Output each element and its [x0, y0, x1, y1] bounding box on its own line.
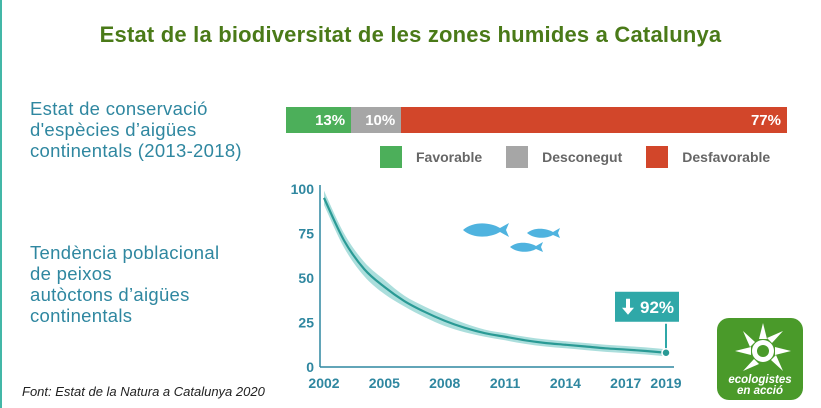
y-tick-label: 25 — [298, 315, 314, 331]
segment-favorable: 13% — [286, 107, 352, 133]
ecologistes-logo: ecologistes en acció — [717, 318, 803, 400]
segment-desfavorable-label: 77% — [750, 111, 781, 129]
down-arrow-icon — [622, 298, 634, 315]
conservation-label-line: continentals (2013-2018) — [30, 140, 242, 161]
source-note: Font: Estat de la Natura a Catalunya 202… — [22, 384, 265, 399]
trend-label-line: de peixos — [30, 263, 112, 284]
segment-desconegut-label: 10% — [365, 111, 396, 129]
segment-desfavorable: 77% — [401, 107, 787, 133]
segment-desconegut: 10% — [351, 107, 402, 133]
frame-accent-line — [0, 0, 2, 408]
trend-label-line: continentals — [30, 305, 133, 326]
annotation-endpoint — [661, 348, 671, 358]
annotation-text: 92% — [640, 298, 674, 317]
decline-annotation: 92% — [613, 289, 681, 358]
conservation-stacked-bar: 13% 10% 77% — [286, 107, 787, 133]
conservation-label: Estat de conservació d'espècies d’aigües… — [30, 98, 242, 161]
sun-logo-icon — [735, 323, 791, 371]
legend-label: Favorable — [416, 149, 483, 165]
x-tick-label: 2008 — [429, 375, 460, 391]
legend-item-desconegut: Desconegut — [506, 146, 622, 168]
annotation-box — [613, 289, 681, 324]
x-tick-label: 2005 — [369, 375, 400, 391]
y-tick-label: 100 — [291, 181, 315, 197]
trend-line — [323, 197, 667, 354]
legend-label: Desfavorable — [682, 149, 771, 165]
confidence-band — [324, 190, 666, 357]
legend-item-favorable: Favorable — [380, 146, 482, 168]
trend-label-line: Tendència poblacional — [30, 242, 220, 263]
x-tick-label: 2014 — [550, 375, 581, 391]
logo-text-line1: ecologistes — [728, 374, 792, 386]
fish-icon — [510, 242, 543, 252]
trend-label-line: autòctons d’aigües — [30, 284, 190, 305]
x-axis: 2002 2005 2008 2011 2014 2017 2019 — [308, 366, 682, 391]
legend-label: Desconegut — [542, 149, 623, 165]
fish-icon — [463, 223, 509, 237]
x-tick-label: 2002 — [308, 375, 339, 391]
fish-icon-group — [463, 223, 560, 252]
x-tick-label: 2019 — [650, 375, 681, 391]
y-tick-label: 50 — [298, 270, 314, 286]
trend-label: Tendència poblacional de peixos autòcton… — [30, 242, 219, 326]
y-tick-label: 75 — [298, 226, 314, 242]
x-tick-label: 2017 — [610, 375, 641, 391]
legend-swatch — [380, 146, 402, 168]
legend: Favorable Desconegut Desfavorable — [380, 146, 794, 168]
legend-swatch — [506, 146, 529, 168]
page-title: Estat de la biodiversitat de les zones h… — [99, 22, 722, 47]
logo-text-line2: en acció — [736, 385, 784, 397]
legend-item-desfavorable: Desfavorable — [646, 146, 770, 168]
y-axis: 0 25 50 75 100 — [291, 181, 321, 375]
x-tick-label: 2011 — [490, 375, 521, 391]
legend-swatch — [646, 146, 669, 168]
conservation-label-line: d'espècies d’aigües — [30, 119, 197, 140]
segment-favorable-label: 13% — [315, 111, 346, 129]
conservation-label-line: Estat de conservació — [30, 98, 208, 119]
fish-icon — [527, 228, 560, 238]
y-tick-label: 0 — [306, 359, 314, 375]
